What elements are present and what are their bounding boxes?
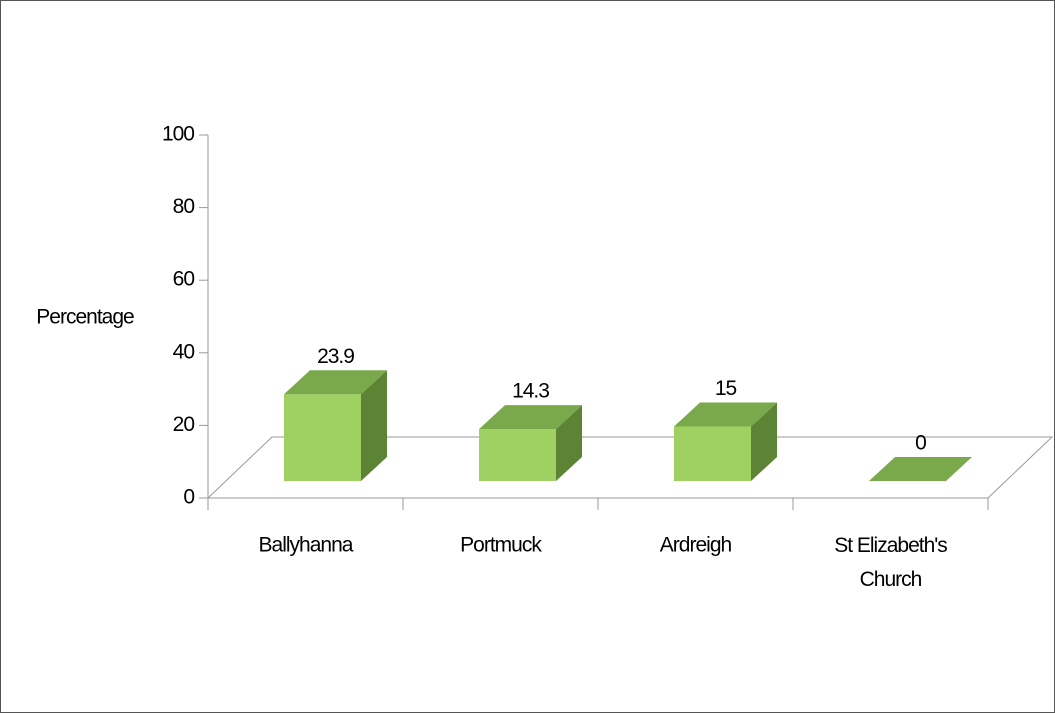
- bar-front: [674, 426, 751, 481]
- bar-side: [751, 402, 777, 481]
- bar-front: [284, 394, 361, 481]
- bar-top: [674, 402, 777, 427]
- y-tick-label: 60: [173, 268, 195, 291]
- y-tick-label: 100: [162, 123, 194, 146]
- y-tick-label: 20: [173, 413, 195, 436]
- floor: [206, 436, 1054, 499]
- bar: [284, 370, 387, 481]
- bar-top: [869, 457, 972, 481]
- bar: [479, 405, 582, 481]
- x-tick-label: Portmuck: [460, 534, 542, 557]
- value-label: 15: [715, 377, 737, 400]
- x-tick-label: Ardreigh: [660, 534, 732, 557]
- bar-top: [284, 370, 387, 395]
- value-label: 23.9: [317, 345, 354, 368]
- value-label: 0: [915, 432, 926, 455]
- y-tick-label: 80: [173, 195, 195, 218]
- bar-side: [556, 405, 582, 481]
- bar-side: [361, 370, 387, 481]
- bar-front: [479, 429, 556, 481]
- bar: [869, 457, 972, 481]
- x-tick-label: St Elizabeth's Church: [834, 534, 947, 591]
- y-axis-label: Percentage: [36, 306, 134, 329]
- value-label: 14.3: [512, 380, 549, 403]
- bar: [674, 402, 777, 481]
- x-tick-label: Ballyhanna: [259, 534, 354, 557]
- bar-top: [479, 405, 582, 430]
- y-tick-label: 0: [183, 486, 194, 509]
- y-tick-label: 40: [173, 340, 195, 363]
